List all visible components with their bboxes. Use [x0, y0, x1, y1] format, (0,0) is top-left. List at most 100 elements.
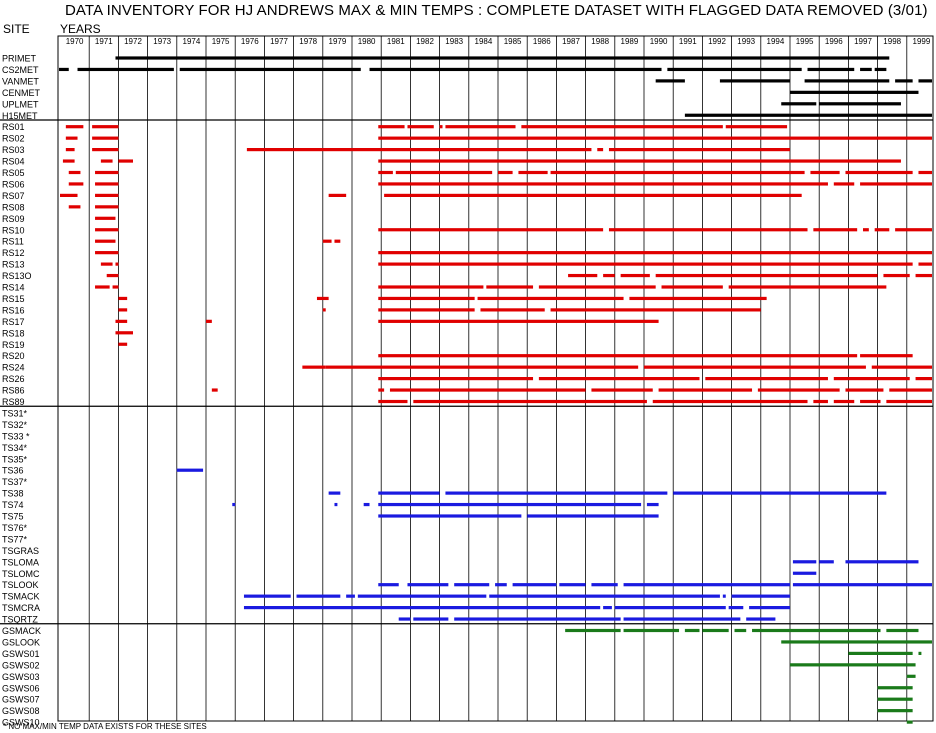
data-span-bar: [92, 136, 119, 140]
data-span-bar: [115, 262, 119, 266]
site-label: TS76*: [2, 523, 28, 533]
data-span-bar: [644, 365, 866, 369]
data-span-bar: [346, 594, 355, 598]
site-label: RS19: [2, 340, 25, 350]
data-span-bar: [92, 148, 119, 152]
year-tick-label: 1979: [329, 37, 347, 46]
data-span-bar: [206, 319, 212, 323]
data-span-bar: [906, 720, 913, 724]
year-tick-label: 1978: [299, 37, 317, 46]
year-tick-label: 1987: [562, 37, 580, 46]
site-label: RS24: [2, 363, 25, 373]
footnote: * NO MAX/MIN TEMP DATA EXISTS FOR THESE …: [3, 722, 207, 731]
data-span-bar: [883, 273, 910, 278]
data-span-bar: [658, 388, 753, 392]
data-span-bar: [918, 79, 932, 83]
data-span-bar: [895, 79, 913, 83]
data-span-bar: [378, 285, 484, 289]
data-span-bar: [95, 285, 110, 289]
data-span-bar: [722, 594, 726, 598]
site-label: TS74: [2, 500, 24, 510]
site-label: RS15: [2, 294, 25, 304]
site-label: RS04: [2, 157, 25, 167]
site-label: TSGRAS: [2, 546, 39, 556]
data-span-bar: [661, 285, 723, 289]
site-label: RS20: [2, 351, 25, 361]
data-span-bar: [757, 388, 840, 392]
data-span-bar: [477, 296, 624, 301]
data-span-bar: [389, 388, 586, 392]
data-span-bar: [439, 125, 443, 129]
data-span-bar: [833, 399, 855, 404]
site-label: TS32*: [2, 420, 28, 430]
data-span-bar: [179, 67, 361, 72]
data-span-bar: [378, 583, 399, 587]
data-span-bar: [68, 170, 81, 175]
site-label: RS02: [2, 134, 25, 144]
site-label: PRIMET: [2, 54, 37, 64]
site-label: GSWS01: [2, 649, 40, 659]
site-label: TSLOMC: [2, 569, 40, 579]
year-tick-label: 1995: [796, 37, 814, 46]
data-span-bar: [597, 148, 604, 152]
year-tick-label: 1996: [825, 37, 843, 46]
site-label: RS13O: [2, 271, 32, 281]
data-span-bar: [705, 377, 828, 381]
site-label: GSWS07: [2, 695, 40, 705]
year-tick-label: 1999: [913, 37, 931, 46]
site-label: RS10: [2, 225, 25, 235]
site-label: GSWS10: [2, 718, 40, 728]
year-tick-label: 1983: [445, 37, 463, 46]
site-label: RS07: [2, 191, 25, 201]
data-span-bar: [804, 79, 890, 83]
data-span-bar: [92, 125, 119, 129]
data-span-bar: [871, 365, 932, 369]
site-label: RS12: [2, 248, 25, 258]
year-tick-label: 1982: [416, 37, 434, 46]
data-span-bar: [874, 228, 890, 232]
site-label: TS35*: [2, 454, 28, 464]
data-span-bar: [918, 262, 932, 266]
data-span-bar: [860, 182, 932, 186]
data-span-bar: [378, 308, 475, 312]
site-label: RS17: [2, 317, 25, 327]
data-span-bar: [243, 594, 291, 598]
year-tick-label: 1970: [66, 37, 84, 46]
data-span-bar: [848, 651, 913, 655]
site-label: RS89: [2, 397, 25, 407]
data-span-bar: [378, 296, 475, 301]
data-span-bar: [623, 583, 790, 587]
site-label: GSLOOK: [2, 637, 40, 647]
data-span-bar: [877, 686, 913, 690]
data-span-bar: [378, 159, 901, 163]
data-span-bar: [68, 182, 84, 186]
site-label: TSQRTZ: [2, 615, 38, 625]
data-span-bar: [302, 365, 326, 369]
data-span-bar: [322, 308, 326, 312]
data-span-bar: [378, 170, 393, 175]
site-label: GSWS06: [2, 683, 40, 693]
year-tick-label: 1981: [387, 37, 405, 46]
data-span-bar: [378, 182, 828, 186]
data-span-bar: [378, 399, 408, 404]
year-tick-label: 1980: [358, 37, 376, 46]
data-span-bar: [895, 228, 932, 232]
data-span-bar: [833, 377, 910, 381]
site-label: TSLOMA: [2, 557, 39, 567]
data-span-bar: [480, 308, 545, 312]
data-span-bar: [652, 399, 808, 404]
data-span-bar: [100, 262, 113, 266]
year-tick-label: 1976: [241, 37, 259, 46]
data-span-bar: [655, 273, 878, 278]
data-span-bar: [863, 228, 869, 232]
data-span-bar: [746, 617, 776, 621]
year-tick-label: 1972: [124, 37, 142, 46]
data-span-bar: [792, 571, 817, 575]
data-span-bar: [118, 159, 133, 163]
site-label: TS38: [2, 489, 24, 499]
data-span-bar: [384, 193, 802, 197]
data-span-bar: [334, 239, 341, 243]
data-span-bar: [734, 628, 747, 633]
data-span-bar: [378, 262, 913, 266]
data-span-bar: [489, 594, 720, 598]
